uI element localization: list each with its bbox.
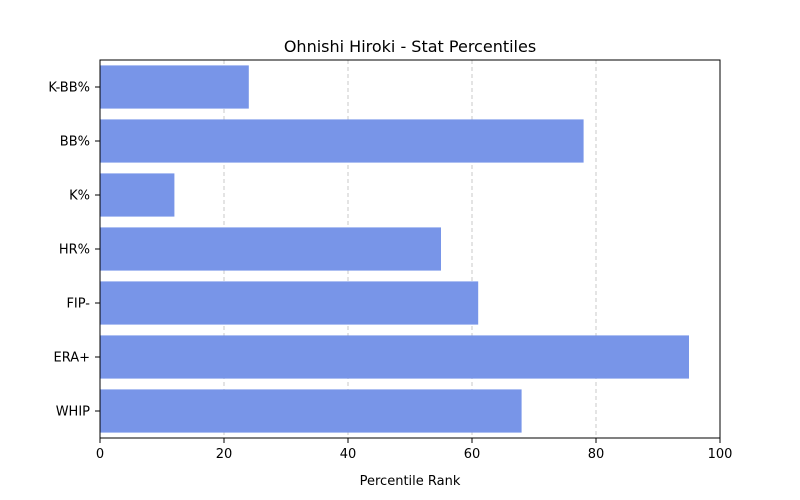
x-tick-label: 20: [216, 447, 233, 462]
x-tick-label: 80: [588, 447, 605, 462]
bar-k: [100, 173, 175, 217]
x-tick-label: 0: [96, 447, 104, 462]
x-tick-label: 60: [464, 447, 481, 462]
bar-bb: [100, 119, 584, 163]
chart-title: Ohnishi Hiroki - Stat Percentiles: [284, 37, 536, 56]
y-tick-label: K%: [69, 189, 90, 204]
y-tick-label: HR%: [59, 243, 90, 258]
y-axis: K-BB% BB% K% HR% FIP- ERA+ WHIP: [48, 81, 100, 420]
x-axis-title: Percentile Rank: [360, 474, 461, 489]
x-tick-label: 100: [708, 447, 733, 462]
bar-k-bb: [100, 65, 249, 109]
y-tick-label: WHIP: [56, 405, 90, 420]
x-tick-label: 40: [340, 447, 357, 462]
y-tick-label: K-BB%: [48, 81, 90, 96]
y-tick-label: ERA+: [53, 351, 90, 366]
x-axis: 0 20 40 60 80 100: [96, 438, 733, 462]
bars: [100, 65, 689, 433]
y-tick-label: FIP-: [66, 297, 90, 312]
bar-hr: [100, 227, 441, 271]
bar-era: [100, 335, 689, 379]
bar-fip: [100, 281, 479, 325]
bar-whip: [100, 389, 522, 433]
y-tick-label: BB%: [60, 135, 90, 150]
